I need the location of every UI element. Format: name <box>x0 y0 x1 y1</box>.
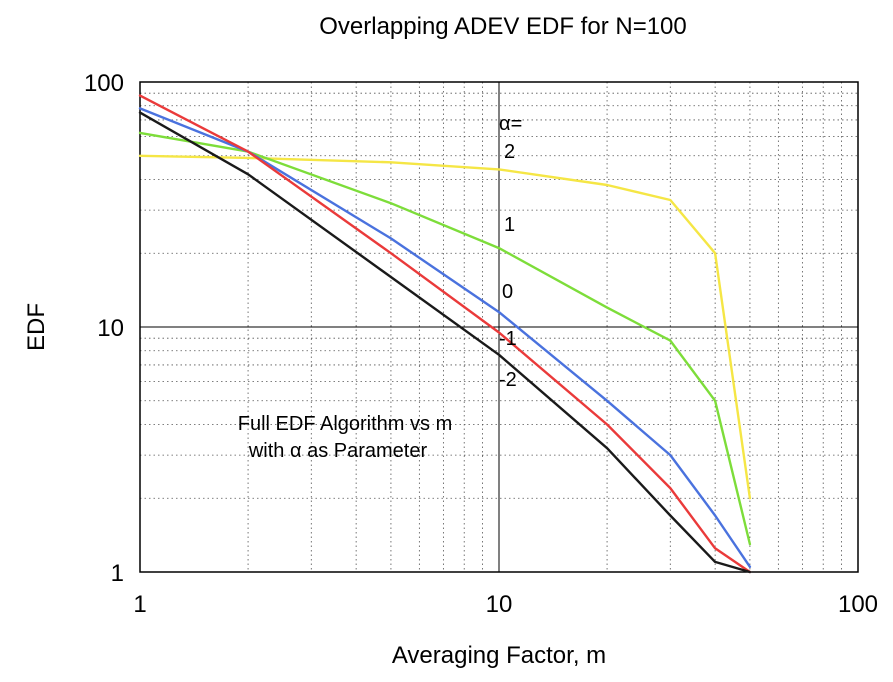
annotation-line-2: with α as Parameter <box>248 440 428 462</box>
chart-title: Overlapping ADEV EDF for N=100 <box>319 13 687 40</box>
series-line <box>138 154 752 500</box>
series-labels: 2 1 0 -1 -2 <box>499 141 517 391</box>
y-tick-label: 100 <box>84 70 124 97</box>
series-line <box>138 107 752 568</box>
x-axis-label: Averaging Factor, m <box>392 642 606 669</box>
series-alpha-label: 2 <box>504 141 515 163</box>
y-tick-label: 1 <box>111 560 124 587</box>
series-line <box>138 94 752 574</box>
x-tick-label: 1 <box>133 591 146 618</box>
series-alpha-label: 1 <box>504 214 515 236</box>
series-alpha-label: 0 <box>502 281 513 303</box>
x-tick-label: 100 <box>838 591 878 618</box>
series-line <box>138 131 752 546</box>
series-alpha-label: -1 <box>499 328 517 350</box>
series-alpha-label: -2 <box>499 369 517 391</box>
y-axis-label: EDF <box>23 303 50 351</box>
alpha-header-label: α= <box>499 113 522 135</box>
annotation-line-1: Full EDF Algorithm vs m <box>238 413 452 435</box>
x-tick-label: 10 <box>486 591 513 618</box>
plot-area-border <box>139 81 859 573</box>
series-line <box>138 111 752 574</box>
y-tick-label: 10 <box>97 315 124 342</box>
series-group <box>138 94 752 574</box>
